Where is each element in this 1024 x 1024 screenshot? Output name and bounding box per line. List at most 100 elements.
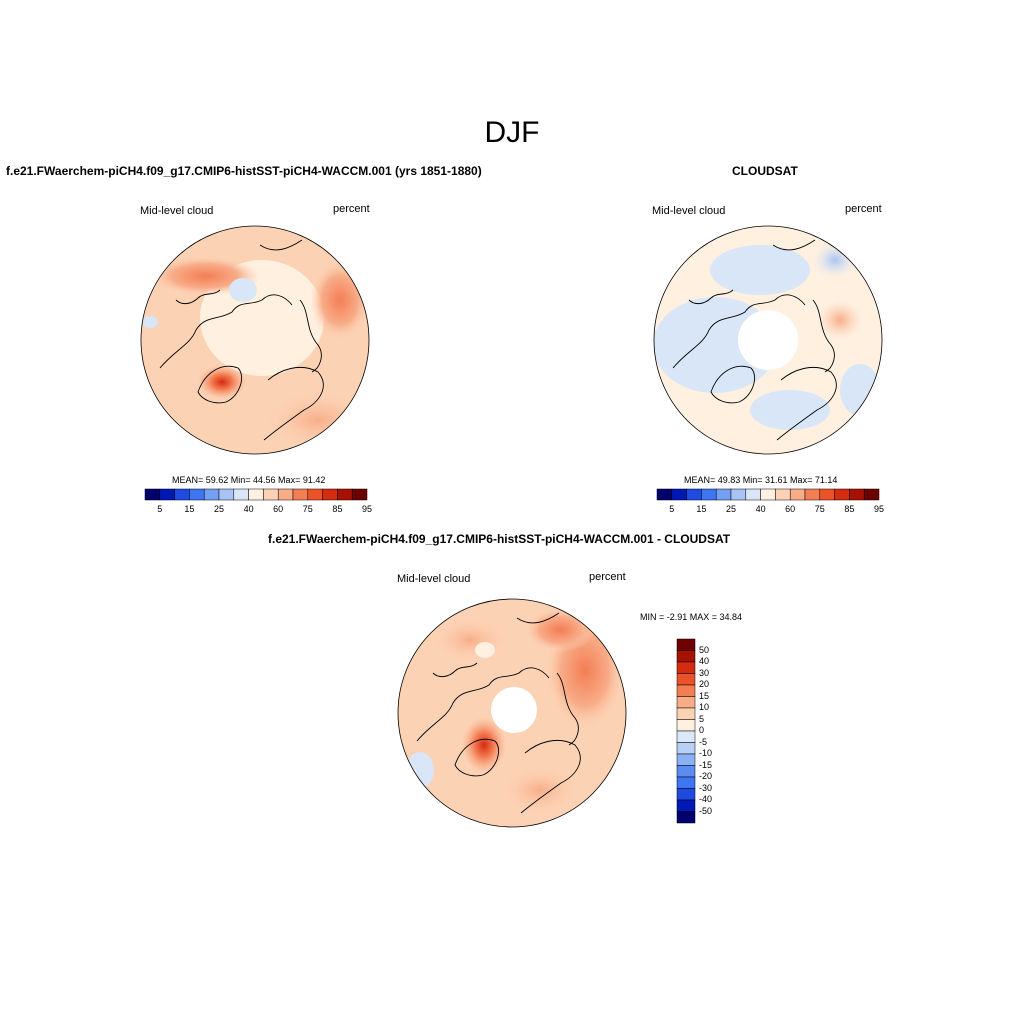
diff-colorbar-swatch	[676, 696, 696, 709]
model-colorbar-swatch	[263, 488, 279, 501]
model-variable-label: Mid-level cloud	[140, 205, 214, 217]
obs-colorbar-swatch	[849, 488, 865, 501]
diff-units-label: percent	[589, 571, 626, 583]
model-colorbar-swatch	[189, 488, 205, 501]
obs-colorbar-swatch	[775, 488, 791, 501]
model-polar-map	[140, 225, 370, 455]
diff-coast-siberia	[516, 612, 560, 624]
model-colorbar-tick-label: 85	[332, 504, 343, 514]
obs-coast-scandinavia	[812, 299, 835, 373]
obs-stats: MEAN= 49.83 Min= 31.61 Max= 71.14	[684, 475, 838, 485]
model-coast-hudson	[197, 365, 242, 404]
diff-polar-gap	[491, 687, 537, 733]
model-colorbar-tick-label: 95	[361, 504, 372, 514]
obs-field-blue-east	[840, 364, 880, 416]
diff-colorbar-tick-label: -30	[699, 782, 713, 793]
obs-colorbar-tick-label: 60	[785, 504, 796, 514]
diff-colorbar-swatch	[676, 776, 696, 789]
diff-variable-label: Mid-level cloud	[397, 573, 471, 585]
obs-coastlines	[672, 239, 837, 441]
obs-polar-map	[653, 225, 883, 455]
diff-field-peak	[462, 717, 506, 773]
model-colorbar-tick-label: 40	[243, 504, 254, 514]
diff-coast-hudson	[454, 738, 499, 777]
diff-colorbar-swatch	[676, 811, 696, 824]
model-coast-alaska	[175, 289, 221, 305]
obs-coast-europe	[776, 367, 837, 441]
obs-colorbar-swatch	[701, 488, 717, 501]
obs-colorbar-tick-label: 15	[696, 504, 707, 514]
diff-colorbar-swatch	[676, 730, 696, 743]
diff-colorbar-tick-label: 40	[699, 656, 710, 666]
model-coast-europe	[263, 367, 324, 441]
diff-colorbar-tick-label: 50	[699, 644, 710, 655]
model-coastlines	[159, 239, 324, 441]
obs-colorbar-tick-label: 40	[755, 504, 766, 514]
diff-colorbar-tick-label: -20	[699, 771, 713, 781]
model-colorbar-tick-label: 60	[273, 504, 284, 514]
obs-variable-label: Mid-level cloud	[652, 205, 726, 217]
diff-field-warm-south	[500, 765, 580, 815]
obs-colorbar-swatch	[804, 488, 821, 501]
diff-coast-europe	[520, 740, 581, 814]
obs-colorbar-swatch	[834, 488, 850, 501]
diff-colorbar-tick-label: 0	[699, 725, 705, 735]
diff-coastlines	[416, 612, 581, 814]
diff-polar-map	[397, 598, 627, 828]
diff-colorbar-tick-label: -15	[699, 759, 713, 770]
model-colorbar-swatch	[307, 488, 323, 501]
model-coast-scandinavia	[299, 299, 322, 373]
diff-colorbar-swatch	[676, 765, 696, 778]
diff-colorbar-swatch	[676, 788, 696, 801]
diff-colorbar-swatch	[676, 719, 696, 732]
model-field-blue-patch	[229, 278, 257, 302]
diff-colorbar-swatch	[676, 799, 696, 812]
diff-colorbar-tick-label: -40	[699, 794, 713, 804]
model-field-blue-edge	[142, 316, 158, 328]
diff-map-border	[397, 598, 627, 828]
diff-colorbar-swatch	[676, 707, 696, 720]
diff-field-warm-ne	[525, 608, 595, 652]
diff-colorbar-tick-label: 30	[699, 667, 710, 678]
model-field-warm-east	[310, 260, 369, 340]
model-colorbar-swatch	[322, 488, 338, 501]
diff-coast-greenland-arctic	[416, 667, 550, 742]
model-stats: MEAN= 59.62 Min= 44.56 Max= 91.42	[172, 475, 326, 485]
model-colorbar-tick-label: 15	[184, 504, 195, 514]
model-colorbar-swatch	[233, 488, 249, 501]
diff-coast-alaska	[432, 662, 478, 678]
diff-colorbar-swatch	[676, 650, 696, 663]
model-field-peak	[198, 365, 246, 399]
diff-coast-scandinavia	[556, 672, 579, 746]
obs-panel-title: CLOUDSAT	[732, 164, 798, 178]
obs-coast-greenland-arctic	[672, 294, 806, 369]
diff-colorbar-swatch	[676, 742, 696, 755]
obs-colorbar-swatch	[760, 488, 776, 501]
obs-colorbar-tick-label: 5	[669, 504, 675, 514]
diff-colorbar-swatch	[676, 673, 696, 686]
model-colorbar-swatch	[277, 488, 294, 501]
obs-colorbar-swatch	[819, 488, 835, 501]
obs-colorbar-tick-label: 85	[844, 504, 855, 514]
obs-map-border	[653, 225, 883, 455]
obs-colorbar-swatch	[671, 488, 687, 501]
diff-field-pale-patch	[475, 642, 495, 658]
model-panel-title: f.e21.FWaerchem-piCH4.f09_g17.CMIP6-hist…	[6, 164, 482, 178]
model-colorbar-swatch	[351, 488, 368, 501]
obs-colorbar-swatch	[745, 488, 761, 501]
obs-colorbar-swatch	[656, 488, 673, 501]
obs-polar-gap	[738, 310, 798, 370]
diff-colorbar-tick-label: 5	[699, 713, 705, 724]
model-colorbar-tick-label: 5	[157, 504, 163, 514]
model-colorbar-swatch	[248, 488, 264, 501]
diff-field-warm-north	[430, 618, 510, 662]
obs-colorbar-swatch	[789, 488, 806, 501]
diff-colorbar	[676, 638, 696, 824]
obs-field-warm-east	[818, 300, 862, 340]
diff-panel-title: f.e21.FWaerchem-piCH4.f09_g17.CMIP6-hist…	[268, 532, 731, 546]
obs-colorbar-swatch	[686, 488, 702, 501]
obs-colorbar-tick-label: 75	[814, 504, 825, 514]
model-colorbar-swatch	[337, 488, 353, 501]
diff-colorbar-swatch	[676, 638, 696, 651]
obs-units-label: percent	[845, 203, 882, 215]
